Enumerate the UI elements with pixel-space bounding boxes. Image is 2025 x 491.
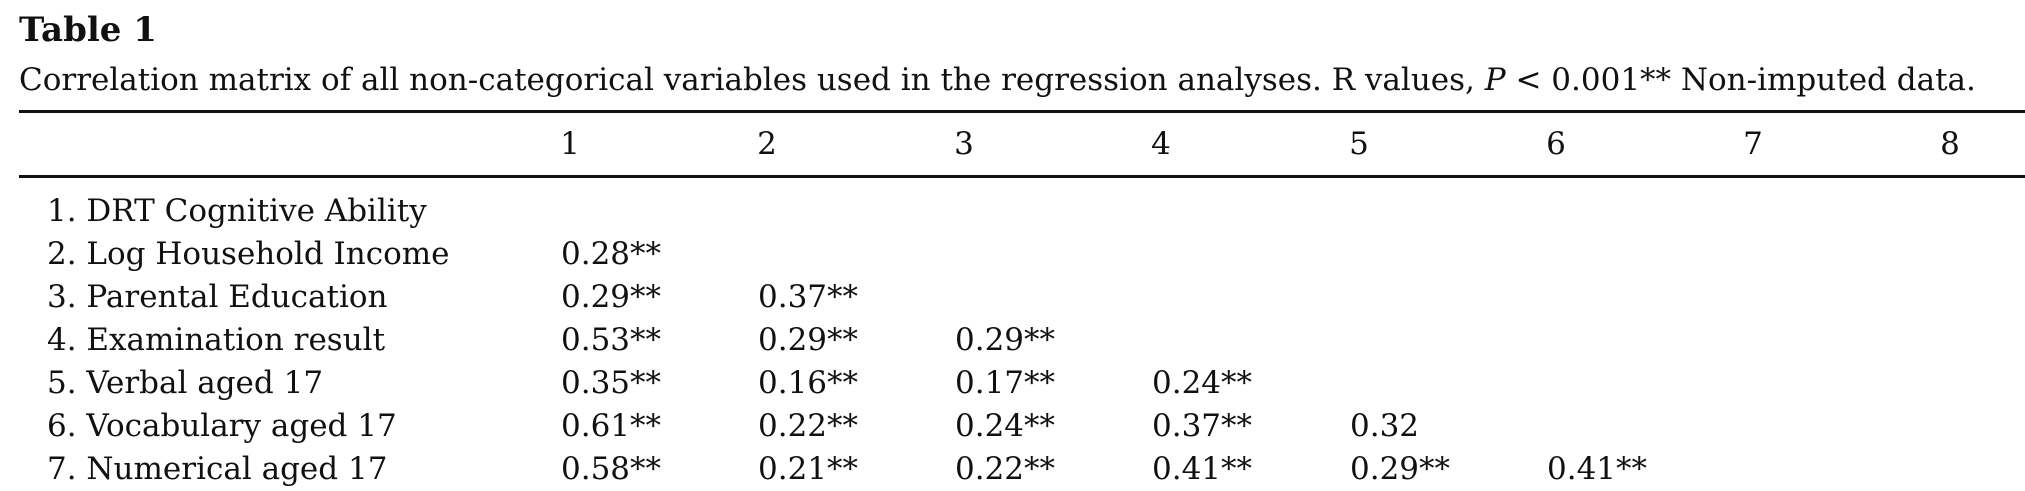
column-header-6: 6 (1546, 126, 1566, 162)
row-label: 3. Parental Education (47, 279, 388, 315)
table-cell: 0.41** (1547, 451, 1648, 487)
column-header-5: 5 (1349, 126, 1369, 162)
table-cell: 0.53** (561, 322, 662, 358)
table-cell: 0.29** (561, 279, 662, 315)
table-row: 2. Log Household Income 0.28** (0, 233, 2025, 276)
caption-prefix: Correlation matrix of all non-categorica… (19, 62, 1485, 98)
table-cell: 0.22** (955, 451, 1056, 487)
table-row: 6. Vocabulary aged 17 0.61** 0.22** 0.24… (0, 405, 2025, 448)
table-cell: 0.37** (1152, 408, 1253, 444)
row-label: 4. Examination result (47, 322, 386, 358)
caption-suffix: < 0.001** Non-imputed data. (1505, 62, 1976, 98)
table-cell: 0.58** (561, 451, 662, 487)
column-header-8: 8 (1940, 126, 1960, 162)
table-cell: 0.21** (758, 451, 859, 487)
table-header-rule (19, 175, 2025, 178)
table-header-row: 1 2 3 4 5 6 7 8 (0, 120, 2025, 168)
table-cell: 0.24** (955, 408, 1056, 444)
table-row: 7. Numerical aged 17 0.58** 0.21** 0.22*… (0, 448, 2025, 491)
table-title: Table 1 (19, 10, 157, 50)
table-cell: 0.28** (561, 236, 662, 272)
table-cell: 0.32 (1350, 408, 1420, 444)
table-cell: 0.61** (561, 408, 662, 444)
table-cell: 0.29** (955, 322, 1056, 358)
table-row: 4. Examination result 0.53** 0.29** 0.29… (0, 319, 2025, 362)
column-header-1: 1 (560, 126, 580, 162)
row-label: 6. Vocabulary aged 17 (47, 408, 397, 444)
table-cell: 0.17** (955, 365, 1056, 401)
row-label: 7. Numerical aged 17 (47, 451, 388, 487)
table-top-rule (19, 110, 2025, 113)
column-header-2: 2 (757, 126, 777, 162)
table-cell: 0.16** (758, 365, 859, 401)
table-cell: 0.24** (1152, 365, 1253, 401)
table-cell: 0.37** (758, 279, 859, 315)
column-header-3: 3 (954, 126, 974, 162)
table-cell: 0.41** (1152, 451, 1253, 487)
table-row: 3. Parental Education 0.29** 0.37** (0, 276, 2025, 319)
row-label: 5. Verbal aged 17 (47, 365, 324, 401)
table-cell: 0.22** (758, 408, 859, 444)
table-cell: 0.35** (561, 365, 662, 401)
table-row: 1. DRT Cognitive Ability (0, 190, 2025, 233)
table-caption: Correlation matrix of all non-categorica… (19, 58, 1976, 102)
column-header-4: 4 (1151, 126, 1171, 162)
row-label: 2. Log Household Income (47, 236, 450, 272)
table-row: 5. Verbal aged 17 0.35** 0.16** 0.17** 0… (0, 362, 2025, 405)
table-cell: 0.29** (758, 322, 859, 358)
caption-italic: P (1484, 62, 1506, 98)
row-label: 1. DRT Cognitive Ability (47, 193, 427, 229)
column-header-7: 7 (1743, 126, 1763, 162)
table-cell: 0.29** (1350, 451, 1451, 487)
